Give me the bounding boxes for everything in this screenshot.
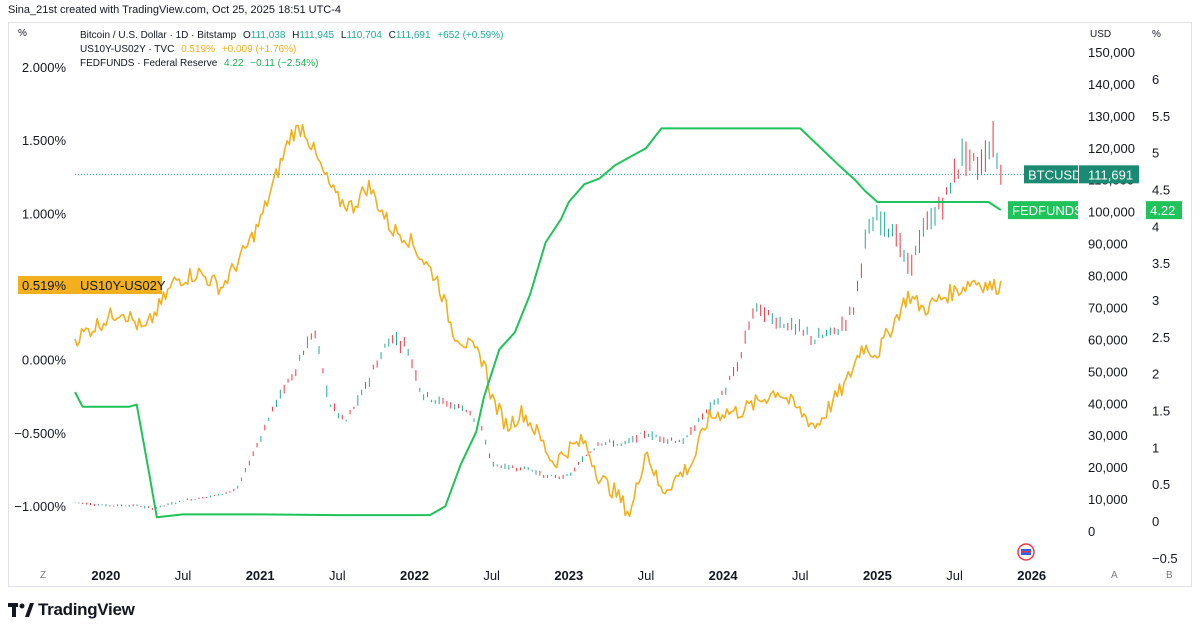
left-axis-tick: 0.000% (22, 353, 67, 368)
btc-price-tag (1079, 165, 1139, 184)
chart-frame (8, 22, 1192, 587)
x-axis-tick: Jul (483, 568, 500, 583)
usd-axis-tick: 30,000 (1088, 428, 1128, 443)
usd-axis-tick: 10,000 (1088, 492, 1128, 507)
x-axis-tick: 2023 (554, 568, 583, 583)
left-axis-title: % (18, 28, 27, 39)
left-axis-tick: 1.000% (22, 206, 67, 221)
x-axis-tick: 2026 (1017, 568, 1046, 583)
rate-axis-tick: 4 (1152, 219, 1159, 234)
fedfunds-series-name: FEDFUNDS (1012, 203, 1083, 218)
legend-btc-high: H111,945 (292, 30, 335, 41)
x-axis-tick: Jul (946, 568, 963, 583)
left-axis-tick: −0.500% (14, 426, 66, 441)
usd-axis-tick: 0 (1088, 524, 1095, 539)
rate-axis-tick: −0.5 (1152, 551, 1178, 566)
usd-axis-tick: 20,000 (1088, 460, 1128, 475)
usd-axis-tick: 120,000 (1088, 141, 1135, 156)
usd-axis-tick: 70,000 (1088, 300, 1128, 315)
legend-spread-change: +0.009 (+1.76%) (221, 44, 297, 55)
usd-axis-title: USD (1090, 29, 1111, 40)
rate-axis-tick: 3 (1152, 293, 1159, 308)
fedfunds-name-tag (1008, 201, 1078, 220)
rate-axis-title: % (1152, 29, 1161, 40)
btc-name-tag (1024, 165, 1078, 184)
fedfunds-value-tag (1146, 201, 1182, 220)
chart-svg[interactable]: 2.000%1.500%1.000%0.000%−0.500%−1.000%US… (0, 0, 1200, 600)
rate-axis-tick: 0.5 (1152, 477, 1170, 492)
log-scale-button: B (1166, 570, 1173, 581)
x-axis-tick: Jul (329, 568, 346, 583)
left-axis-tick: −1.000% (14, 499, 66, 514)
fedfunds-line (74, 127, 1002, 519)
legend-fed-value: 4.22 (224, 58, 244, 69)
spread-last-value: 0.519% (22, 278, 67, 293)
legend-btc-low: L110,704 (340, 30, 382, 41)
usd-axis-tick: 60,000 (1088, 332, 1128, 347)
legend-spread-name: US10Y-US02Y · TVC (80, 44, 175, 55)
fedfunds-last-value: 4.22 (1150, 203, 1175, 218)
legend-fed-name: FEDFUNDS · Federal Reserve (80, 58, 218, 69)
legend-spread[interactable]: US10Y-US02Y · TVC 0.519% +0.009 (+1.76%) (80, 43, 507, 57)
legend-fed-change: −0.11 (−2.54%) (250, 58, 319, 69)
x-axis-tick: 2022 (400, 568, 429, 583)
rate-axis-tick: 5.5 (1152, 109, 1170, 124)
legend-btc[interactable]: Bitcoin / U.S. Dollar · 1D · Bitstamp O1… (80, 29, 507, 43)
rate-axis-tick: 2.5 (1152, 330, 1170, 345)
spread-series-name: US10Y-US02Y (80, 278, 166, 293)
rate-axis-tick: 3.5 (1152, 256, 1170, 271)
spread-label-tag (18, 276, 162, 294)
rate-axis-tick: 5 (1152, 146, 1159, 161)
header-created-text: Sina_21st created with TradingView.com, … (8, 4, 342, 16)
x-axis-tick: Jul (175, 568, 192, 583)
x-axis-tick: 2021 (246, 568, 275, 583)
rate-axis-tick: 1.5 (1152, 404, 1170, 419)
legend: Bitcoin / U.S. Dollar · 1D · Bitstamp O1… (80, 29, 507, 71)
economic-event-icon[interactable] (1016, 542, 1036, 562)
usd-axis-tick: 140,000 (1088, 77, 1135, 92)
x-axis-tick: 2025 (863, 568, 892, 583)
usd-axis-tick: 150,000 (1088, 45, 1135, 60)
left-axis-tick: 2.000% (22, 60, 67, 75)
auto-scale-button: A (1111, 570, 1118, 581)
usd-axis-tick: 40,000 (1088, 396, 1128, 411)
usd-axis-tick: 100,000 (1088, 205, 1135, 220)
legend-btc-name: Bitcoin / U.S. Dollar · 1D · Bitstamp (80, 30, 237, 41)
x-axis-tick: Jul (792, 568, 809, 583)
rate-axis-tick: 2 (1152, 367, 1159, 382)
tradingview-logo-icon (8, 603, 34, 617)
usd-axis-tick: 50,000 (1088, 364, 1128, 379)
x-axis-tick: 2024 (709, 568, 739, 583)
legend-btc-change: +652 (+0.59%) (437, 30, 504, 41)
btc-last-price: 111,691 (1088, 167, 1133, 182)
usd-axis-tick: 80,000 (1088, 269, 1128, 284)
rate-axis-tick: 6 (1152, 72, 1159, 87)
usd-axis-tick: 130,000 (1088, 109, 1135, 124)
tradingview-logo[interactable]: TradingView (8, 600, 135, 620)
usd-axis-tick: 90,000 (1088, 237, 1128, 252)
rate-axis-tick: 4.5 (1152, 183, 1170, 198)
legend-fed[interactable]: FEDFUNDS · Federal Reserve 4.22 −0.11 (−… (80, 57, 507, 71)
legend-btc-open: O111,038 (242, 30, 286, 41)
timezone-label: Z (40, 570, 46, 581)
x-axis-tick: 2020 (91, 568, 120, 583)
legend-spread-value: 0.519% (181, 44, 216, 55)
spread-line (74, 123, 1002, 518)
rate-axis-tick: 1 (1152, 440, 1159, 455)
x-axis-tick: Jul (638, 568, 655, 583)
legend-btc-close: C111,691 (388, 30, 431, 41)
left-axis-tick: 1.500% (22, 133, 67, 148)
tradingview-brand: TradingView (38, 600, 135, 619)
btc-series-name: BTCUSD (1028, 167, 1081, 182)
rate-axis-tick: 0 (1152, 514, 1159, 529)
